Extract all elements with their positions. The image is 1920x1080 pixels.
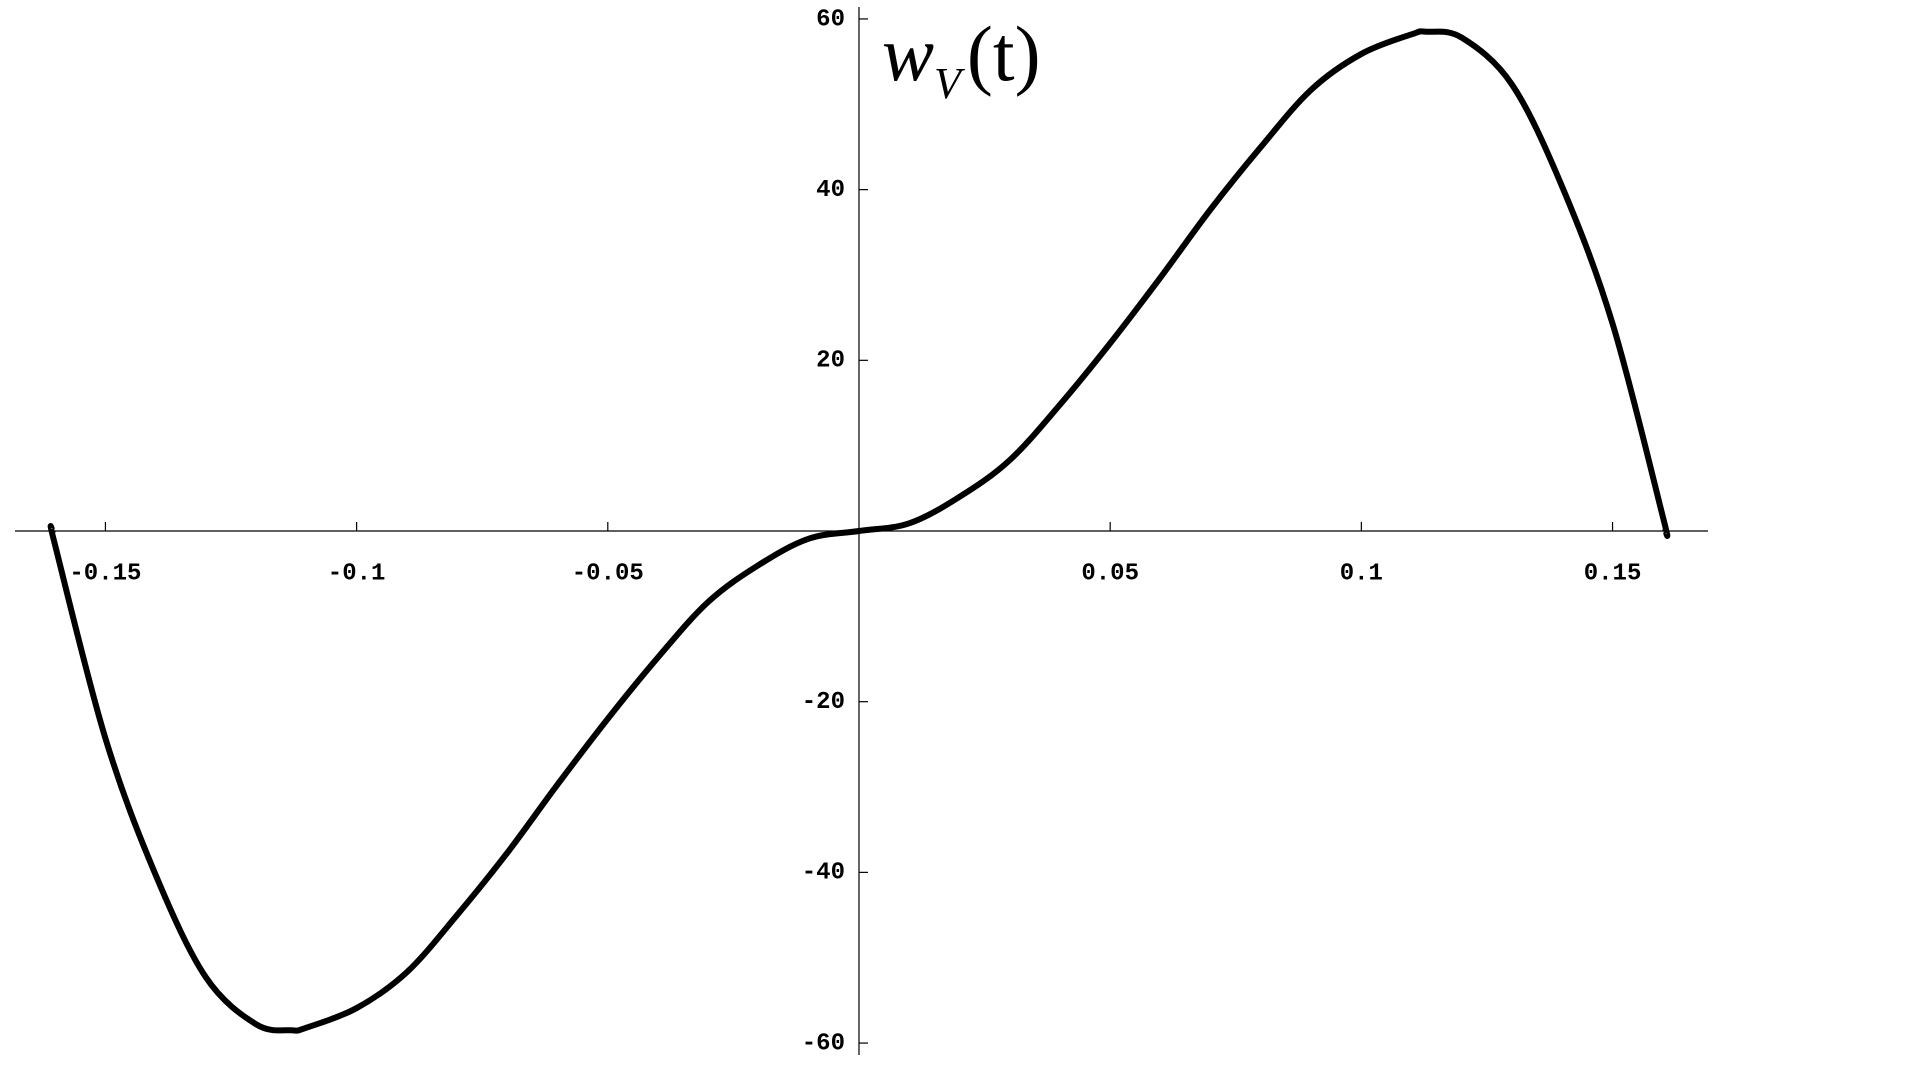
x-tick-label: 0.1 [1340, 560, 1383, 587]
x-tick-label: 0.15 [1584, 560, 1642, 587]
y-tick-label: 60 [816, 6, 845, 33]
label-sub: V [934, 59, 966, 108]
x-tick-label: -0.05 [572, 560, 644, 587]
y-tick-label: 20 [816, 348, 845, 375]
x-tick-label: 0.05 [1081, 560, 1139, 587]
x-tick-label: -0.15 [69, 560, 141, 587]
y-axis-label: wV(t) [882, 10, 1041, 108]
label-arg: (t) [967, 10, 1041, 97]
x-tick-label: -0.1 [328, 560, 386, 587]
line [47, 28, 1671, 1034]
y-tick-label: -60 [802, 1030, 845, 1057]
y-tick-label: -20 [802, 689, 845, 716]
y-tick-label: 40 [816, 177, 845, 204]
label-main: w [882, 10, 934, 97]
y-tick-label: -40 [802, 860, 845, 887]
